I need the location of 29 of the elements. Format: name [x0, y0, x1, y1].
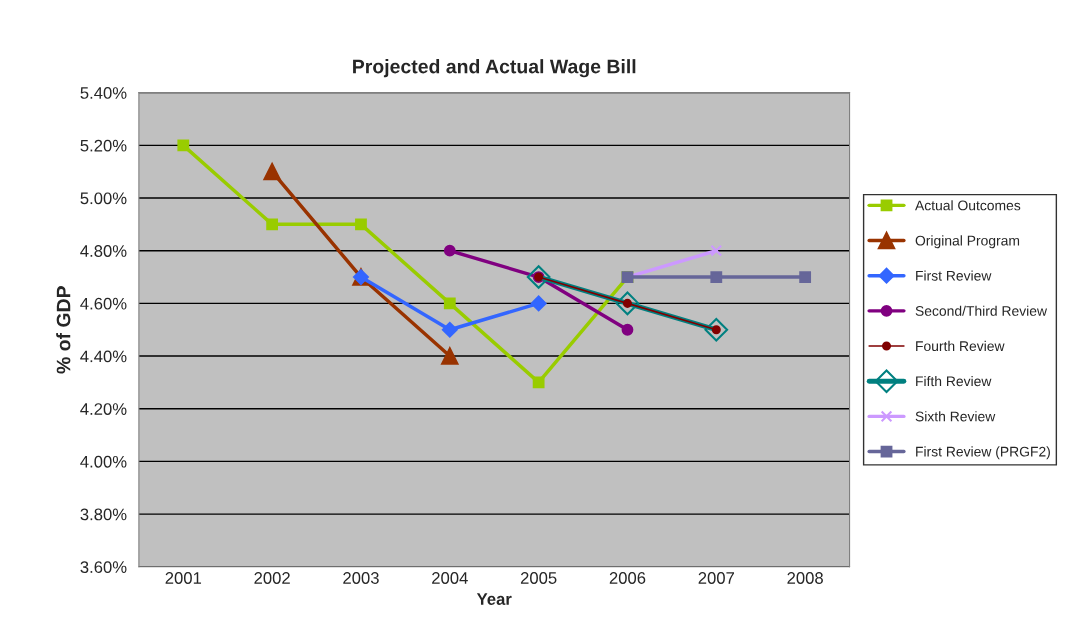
x-tick-label: 2003 — [343, 572, 379, 584]
legend-label: First Review (PRGF2) — [916, 446, 1050, 460]
y-tick-label: 3.80% — [80, 508, 127, 521]
x-axis-title: Year — [476, 593, 512, 605]
chart-title: Projected and Actual Wage Bill — [353, 59, 636, 78]
legend-label: First Review — [916, 270, 992, 281]
y-tick-label: 4.60% — [80, 297, 127, 310]
y-tick-label: 4.20% — [80, 403, 127, 415]
y-tick-label: 4.40% — [80, 350, 127, 363]
y-tick-label: 3.60% — [80, 561, 127, 573]
y-tick-label: 5.20% — [80, 139, 127, 152]
x-tick-label: 2008 — [787, 572, 823, 584]
y-tick-label: 5.40% — [80, 87, 127, 99]
x-tick-label: 2004 — [432, 572, 468, 584]
legend-label: Fourth Review — [916, 340, 1005, 352]
x-tick-label: 2005 — [520, 572, 557, 584]
x-tick-label: 2006 — [609, 572, 646, 584]
x-tick-label: 2001 — [165, 572, 202, 584]
y-tick-label: 5.00% — [80, 192, 127, 205]
y-tick-label: 4.80% — [80, 245, 127, 257]
legend-label: Actual Outcomes — [915, 200, 1021, 211]
legend-label: Sixth Review — [915, 411, 996, 422]
y-axis-title: % of GDP — [56, 286, 71, 374]
x-tick-label: 2007 — [698, 572, 735, 584]
legend-label: Fifth Review — [916, 376, 992, 387]
legend-label: Second/Third Review — [915, 305, 1048, 316]
x-tick-label: 2002 — [254, 572, 290, 584]
legend-label: Original Program — [915, 235, 1020, 249]
y-tick-label: 4.00% — [80, 455, 127, 468]
